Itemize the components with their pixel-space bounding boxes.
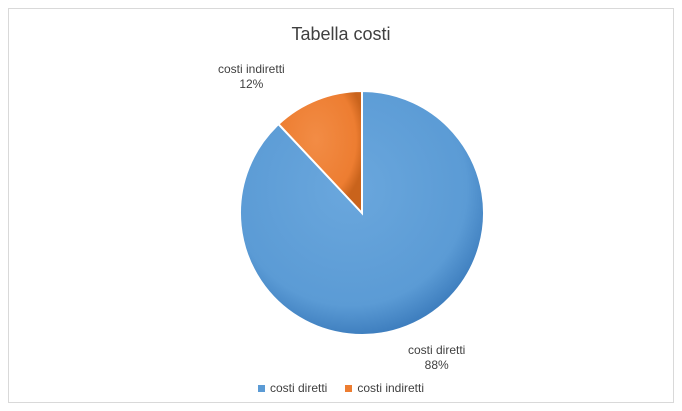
legend-label: costi diretti (269, 381, 328, 395)
legend-item-costi-diretti: costi diretti (257, 381, 328, 395)
pie-slice-costi-indiretti (277, 89, 363, 216)
legend-label: costi indiretti (357, 381, 425, 395)
chart-legend: costi diretti costi indiretti (0, 381, 682, 395)
data-label-category: costi diretti (408, 343, 466, 357)
chart-title: Tabella costi (291, 24, 391, 44)
data-label-percent: 12% (239, 77, 264, 91)
data-label-costi-diretti: costi diretti 88% (408, 343, 465, 373)
legend-swatch-blue (257, 384, 265, 392)
legend-item-costi-indiretti: costi indiretti (345, 381, 424, 395)
data-label-costi-indiretti: costi indiretti 12% (218, 62, 285, 92)
data-label-percent: 88% (424, 358, 449, 372)
data-label-category: costi indiretti (218, 62, 285, 76)
legend-swatch-orange (345, 384, 353, 392)
